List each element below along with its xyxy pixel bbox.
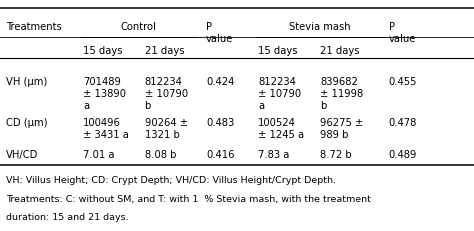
Text: 21 days: 21 days [145,46,184,56]
Text: duration: 15 and 21 days.: duration: 15 and 21 days. [6,213,129,222]
Text: Stevia mash: Stevia mash [289,22,351,32]
Text: 839682
± 11998
b: 839682 ± 11998 b [320,76,363,110]
Text: 701489
± 13890
a: 701489 ± 13890 a [83,76,126,110]
Text: 7.01 a: 7.01 a [83,149,114,159]
Text: 21 days: 21 days [320,46,359,56]
Text: VH (μm): VH (μm) [6,76,47,86]
Text: 0.455: 0.455 [389,76,417,86]
Text: 0.483: 0.483 [206,118,235,128]
Text: 100496
± 3431 a: 100496 ± 3431 a [83,118,129,140]
Text: Treatments: C: without SM, and T: with 1  % Stevia mash, with the treatment: Treatments: C: without SM, and T: with 1… [6,194,371,203]
Text: 15 days: 15 days [258,46,298,56]
Text: Treatments: Treatments [6,22,62,32]
Text: 7.83 a: 7.83 a [258,149,290,159]
Text: 15 days: 15 days [83,46,122,56]
Text: 0.416: 0.416 [206,149,235,159]
Text: 8.72 b: 8.72 b [320,149,352,159]
Text: Control: Control [121,22,156,32]
Text: 0.424: 0.424 [206,76,235,86]
Text: P
value: P value [206,22,234,43]
Text: 96275 ±
989 b: 96275 ± 989 b [320,118,364,140]
Text: 100524
± 1245 a: 100524 ± 1245 a [258,118,304,140]
Text: P
value: P value [389,22,416,43]
Text: VH/CD: VH/CD [6,149,38,159]
Text: CD (μm): CD (μm) [6,118,48,128]
Text: 812234
± 10790
a: 812234 ± 10790 a [258,76,301,110]
Text: 812234
± 10790
b: 812234 ± 10790 b [145,76,188,110]
Text: 0.489: 0.489 [389,149,417,159]
Text: 90264 ±
1321 b: 90264 ± 1321 b [145,118,188,140]
Text: VH: Villus Height; CD: Crypt Depth; VH/CD: Villus Height/Crypt Depth.: VH: Villus Height; CD: Crypt Depth; VH/C… [6,176,336,185]
Text: 0.478: 0.478 [389,118,417,128]
Text: 8.08 b: 8.08 b [145,149,176,159]
